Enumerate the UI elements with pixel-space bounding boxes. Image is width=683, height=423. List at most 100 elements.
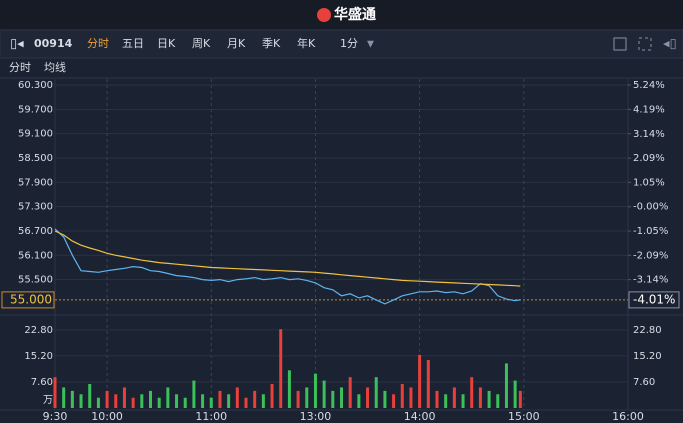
y2-tick-label: 5.24% — [633, 80, 665, 91]
volume-bar — [374, 377, 378, 408]
volume-tick-label-right: 7.60 — [633, 377, 655, 388]
volume-tick-label: 22.80 — [24, 325, 53, 336]
volume-bar — [149, 390, 152, 408]
volume-bar — [166, 387, 170, 408]
volume-bar — [114, 394, 118, 408]
y-tick-label: 55.500 — [18, 275, 53, 286]
y2-tick-label: -2.09% — [633, 250, 668, 261]
x-tick-label: 14:00 — [404, 410, 436, 423]
legend-entry: 分时 — [9, 61, 31, 74]
tab[interactable]: 分时 — [87, 37, 109, 50]
logo-text: 华盛通 — [334, 6, 376, 23]
volume-tick-label: 7.60 — [31, 377, 53, 388]
volume-bar — [313, 373, 317, 408]
x-tick-label: 16:00 — [612, 410, 644, 423]
volume-bar — [62, 387, 66, 408]
y-tick-label: 57.300 — [18, 202, 53, 213]
y2-tick-label: -1.05% — [633, 226, 668, 237]
price-line — [54, 228, 521, 305]
x-tick-label: 11:00 — [195, 410, 227, 423]
volume-bar — [444, 394, 448, 408]
volume-bar — [435, 390, 439, 408]
tab[interactable]: 年K — [297, 36, 316, 50]
x-tick-label: 10:00 — [91, 410, 123, 423]
volume-bar — [470, 377, 474, 408]
volume-bar — [305, 387, 309, 408]
volume-bar — [175, 394, 179, 408]
volume-bar — [348, 377, 352, 408]
draw-icon[interactable] — [613, 37, 627, 51]
volume-bar — [400, 384, 404, 408]
stock-code: 00914 — [34, 37, 73, 50]
last-price-label: 55.000 — [10, 292, 52, 306]
volume-tick-label-right: 15.20 — [633, 351, 662, 362]
y-tick-label: 59.100 — [18, 129, 53, 140]
volume-bar — [105, 390, 109, 408]
volume-bar — [131, 397, 135, 408]
volume-bar — [79, 394, 83, 408]
volume-tick-label: 15.20 — [24, 351, 53, 362]
volume-bar — [270, 384, 274, 408]
interval-caret[interactable]: ▼ — [367, 40, 374, 50]
fullscreen-icon[interactable] — [638, 37, 652, 51]
volume-bar — [322, 380, 326, 408]
volume-bar — [227, 394, 231, 408]
volume-bar — [392, 394, 396, 408]
volume-bar — [383, 390, 387, 408]
volume-bar — [140, 394, 144, 408]
last-change-label: -4.01% — [633, 292, 675, 306]
tab[interactable]: 月K — [227, 37, 246, 50]
expand-icon[interactable]: ◂▯ — [663, 37, 677, 52]
volume-tick-label-right: 22.80 — [633, 325, 662, 336]
volume-bar — [478, 387, 482, 408]
y-tick-label: 60.300 — [18, 80, 53, 91]
y2-tick-label: -0.00% — [633, 202, 668, 213]
x-tick-label: 13:00 — [300, 410, 332, 423]
legend-entry: 均线 — [44, 60, 66, 74]
last-price-box — [1, 291, 55, 309]
volume-bar — [513, 380, 517, 408]
volume-bar — [244, 397, 248, 408]
y2-tick-label: 4.19% — [633, 104, 665, 115]
volume-bar — [279, 329, 283, 408]
y2-tick-label: -3.14% — [633, 275, 668, 286]
volume-bar — [70, 390, 74, 408]
volume-bar — [496, 394, 500, 408]
tab[interactable]: 季K — [262, 37, 281, 50]
volume-bar — [261, 394, 265, 408]
volume-bar — [340, 387, 343, 408]
tab[interactable]: 日K — [157, 37, 176, 50]
volume-bar — [53, 377, 57, 408]
volume-bar — [183, 397, 187, 408]
y-tick-label: 56.100 — [18, 250, 53, 261]
volume-bar — [452, 387, 456, 408]
volume-bar — [461, 394, 465, 408]
x-tick-label: 9:30 — [43, 410, 68, 423]
tab[interactable]: 周K — [192, 37, 211, 50]
volume-bar — [426, 360, 430, 408]
price-line — [54, 230, 521, 287]
x-tick-label: 15:00 — [508, 410, 540, 423]
volume-bar — [88, 384, 92, 408]
interval[interactable]: 1分 — [340, 37, 358, 50]
volume-unit: 万 — [43, 395, 53, 406]
volume-bar — [296, 390, 300, 408]
volume-bar — [122, 387, 126, 408]
y-tick-label: 58.500 — [18, 153, 53, 164]
y2-tick-label: 3.14% — [633, 129, 665, 140]
volume-bar — [192, 380, 196, 408]
tab[interactable]: 五日 — [122, 37, 144, 50]
volume-bar — [331, 390, 335, 408]
volume-bar — [366, 387, 370, 408]
y-tick-label: 57.900 — [18, 177, 53, 188]
volume-bar — [157, 397, 161, 408]
y-tick-label: 59.700 — [18, 104, 53, 115]
y-tick-label: 56.700 — [18, 226, 53, 237]
toolbar — [0, 29, 683, 59]
volume-bar — [518, 390, 522, 408]
volume-bar — [201, 394, 205, 408]
collapse-icon[interactable]: ▯◂ — [10, 37, 24, 52]
volume-bar — [253, 390, 257, 408]
volume-bar — [504, 363, 508, 408]
volume-bar — [96, 397, 100, 408]
